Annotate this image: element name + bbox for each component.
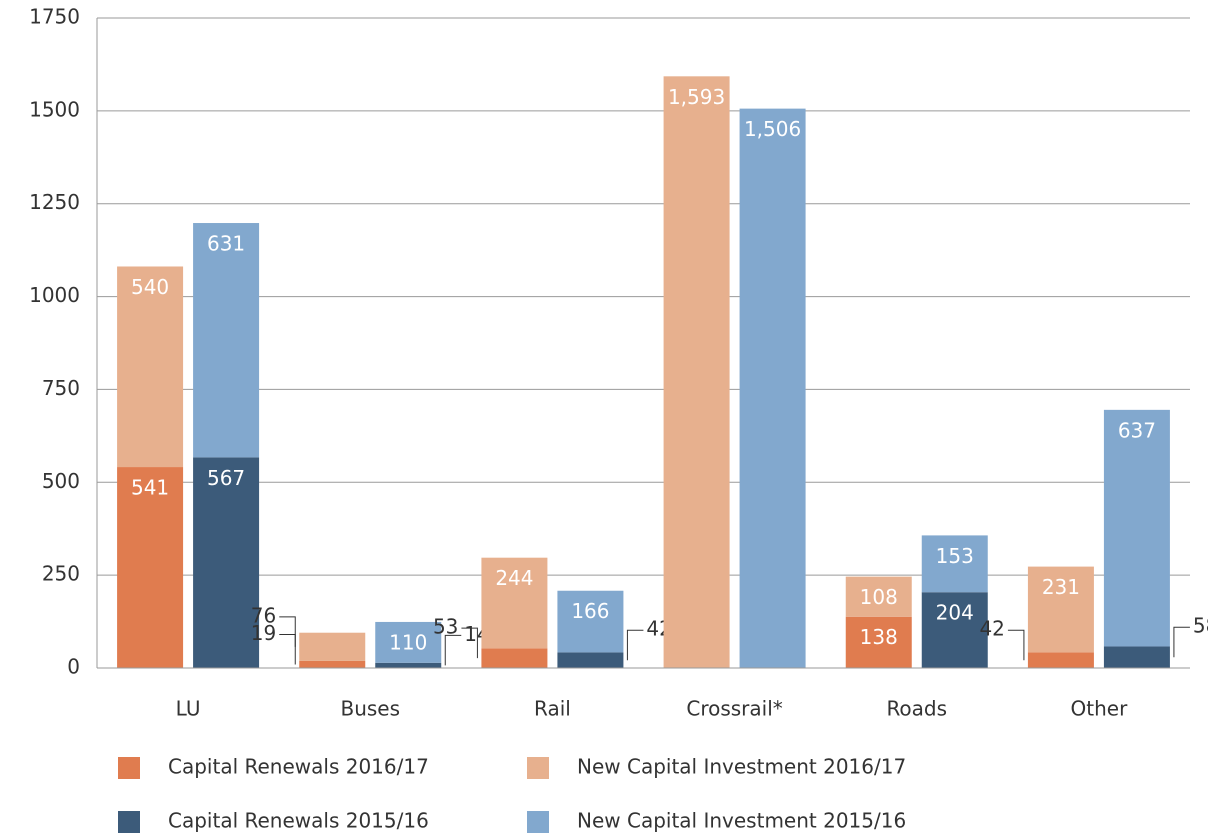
data-label: 1,506	[744, 117, 801, 141]
bar-segment	[663, 76, 730, 669]
y-tick-label: 1500	[29, 97, 80, 121]
data-label: 53	[433, 615, 458, 639]
data-label: 166	[571, 599, 609, 623]
legend-swatch	[527, 757, 549, 779]
data-label: 231	[1042, 575, 1080, 599]
bar-segment	[845, 616, 912, 668]
bar-segment	[921, 592, 988, 668]
data-label: 631	[207, 232, 245, 256]
bar-segment	[117, 266, 184, 468]
legend-label: New Capital Investment 2015/16	[577, 809, 906, 833]
x-tick-label: Roads	[886, 697, 947, 721]
leader-line	[279, 616, 296, 647]
y-tick-label: 500	[42, 469, 80, 493]
bar-segment	[921, 535, 988, 593]
bar-segment	[481, 557, 548, 649]
data-label: 1,593	[668, 85, 725, 109]
bar-segment	[117, 467, 184, 668]
legend-label: Capital Renewals 2016/17	[168, 755, 429, 779]
bar-segment	[1103, 646, 1170, 668]
bar-segment	[375, 662, 442, 668]
y-tick-label: 250	[42, 562, 80, 586]
y-tick-label: 1250	[29, 190, 80, 214]
data-label: 76	[251, 603, 276, 627]
x-tick-label: LU	[176, 697, 201, 721]
legend-swatch	[527, 811, 549, 833]
leader-line	[461, 627, 478, 659]
data-label: 540	[131, 275, 169, 299]
legend-swatch	[118, 757, 140, 779]
bar-segment	[299, 660, 366, 668]
legend-label: Capital Renewals 2015/16	[168, 809, 429, 833]
bar-segment	[1027, 652, 1094, 668]
bar-segment	[1103, 409, 1170, 647]
data-label: 244	[495, 566, 533, 590]
data-label: 567	[207, 466, 245, 490]
data-label: 42	[979, 617, 1004, 641]
leader-line	[444, 634, 462, 666]
data-label: 153	[936, 544, 974, 568]
bar-segment	[193, 223, 260, 458]
data-label: 541	[131, 476, 169, 500]
leader-line	[1007, 629, 1025, 661]
bar-segment	[481, 648, 548, 668]
bar-segment	[299, 632, 366, 661]
data-label: 138	[860, 625, 898, 649]
bar-segment	[193, 457, 260, 668]
data-label: 110	[389, 630, 427, 654]
data-label: 204	[936, 601, 974, 625]
legend-swatch	[118, 811, 140, 833]
y-tick-label: 1750	[29, 5, 80, 29]
data-label: 637	[1118, 418, 1156, 442]
x-tick-label: Crossrail*	[686, 697, 782, 721]
bar-segment	[845, 576, 912, 617]
x-tick-label: Rail	[534, 697, 571, 721]
bar-segment	[557, 590, 624, 653]
data-label: 19	[251, 621, 276, 645]
bar-segment	[557, 652, 624, 668]
bar-segment	[375, 621, 442, 663]
x-tick-label: Other	[1071, 697, 1129, 721]
y-tick-label: 1000	[29, 283, 80, 307]
data-label: 108	[860, 585, 898, 609]
leader-line	[1173, 626, 1190, 658]
leader-line	[626, 629, 644, 661]
bar-segment	[1027, 566, 1094, 653]
legend-label: New Capital Investment 2016/17	[577, 755, 906, 779]
data-label: 58	[1193, 614, 1208, 638]
x-tick-label: Buses	[340, 697, 400, 721]
leader-line	[279, 633, 296, 665]
y-tick-label: 750	[42, 376, 80, 400]
y-tick-label: 0	[67, 655, 80, 679]
bar-segment	[739, 108, 806, 669]
